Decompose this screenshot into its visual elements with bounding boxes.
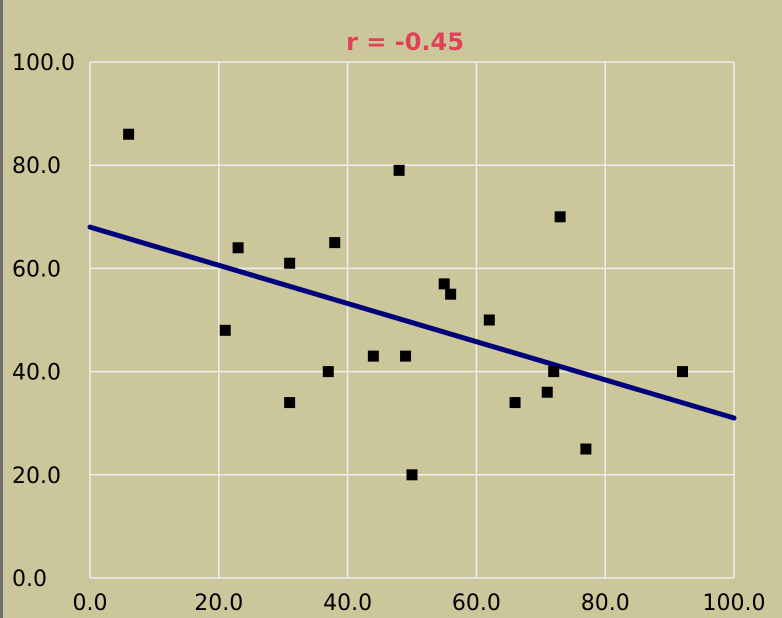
data-point [322,366,334,378]
data-point [219,324,231,336]
x-tick-label: 60.0 [452,591,501,616]
chart-title: r = -0.45 [346,28,464,56]
panel-border [0,0,3,618]
regression-line [87,224,737,421]
data-point [438,278,450,290]
data-point [483,314,495,326]
data-point [232,242,244,254]
data-point [509,397,521,409]
x-tick-label: 100.0 [703,591,766,616]
x-tick-label: 0.0 [73,591,108,616]
x-tick-label: 40.0 [323,591,372,616]
y-tick-label: 20.0 [12,464,61,489]
data-point [676,366,688,378]
data-point [393,164,405,176]
data-point [445,288,457,300]
y-tick-label: 60.0 [12,257,61,282]
data-points [123,128,688,481]
x-tick-label: 20.0 [194,591,243,616]
x-tick-label: 80.0 [581,591,630,616]
y-axis-tick-labels: 0.0 20.0 40.0 60.0 80.0 100.0 [12,51,75,592]
y-tick-label: 0.0 [12,567,47,592]
data-point [367,350,379,362]
data-point [123,128,135,140]
y-tick-label: 80.0 [12,154,61,179]
data-point [580,443,592,455]
y-tick-label: 40.0 [12,361,61,386]
regression-line-layer [87,224,737,421]
data-point [554,211,566,223]
data-point [400,350,412,362]
y-tick-label: 100.0 [12,51,75,76]
data-point [284,397,296,409]
data-point [541,386,553,398]
data-point [284,257,296,269]
data-point [548,366,560,378]
data-point [406,469,418,481]
data-point [329,237,341,249]
grid [89,61,735,579]
x-axis-tick-labels: 0.0 20.0 40.0 60.0 80.0 100.0 [73,591,766,616]
